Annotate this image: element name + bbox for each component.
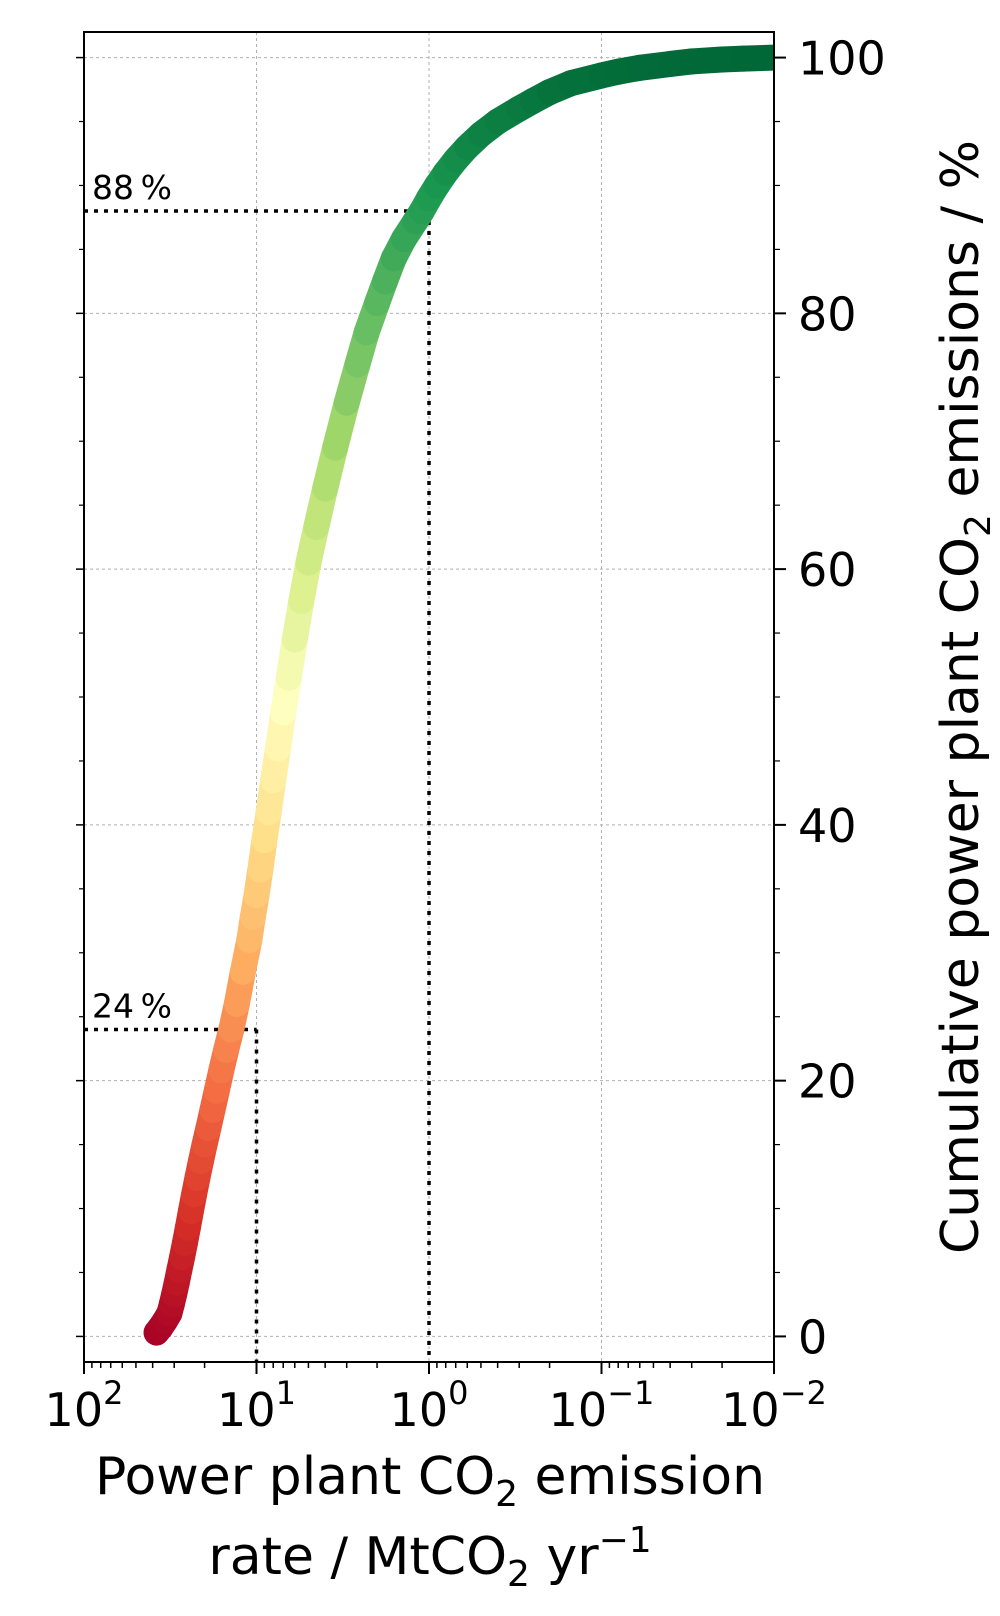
annotation-label: 24 % xyxy=(92,987,172,1026)
annotation-lines xyxy=(84,209,431,1362)
x-tick-label: 101 xyxy=(217,1374,296,1437)
y-tick-label: 100 xyxy=(798,32,886,86)
axis-ticks xyxy=(76,56,786,1374)
annotation-labels: 88 % 24 % xyxy=(92,168,172,1025)
y-tick-label: 60 xyxy=(798,543,857,597)
x-tick-label: 100 xyxy=(390,1374,469,1437)
cumulative-curve xyxy=(143,44,774,1346)
x-axis-title-line1: Power plant CO2 emission xyxy=(95,1447,765,1515)
tick-labels: 102 101 100 10−1 10−2 0 20 40 60 80 100 xyxy=(45,32,886,1437)
curve-segment xyxy=(730,44,774,72)
x-axis-title-line2: rate / MtCO2 yr−1 xyxy=(208,1520,651,1595)
x-tick-label: 10−2 xyxy=(721,1374,827,1437)
y-tick-label: 80 xyxy=(798,287,857,341)
annotation-label: 88 % xyxy=(92,168,172,207)
y-tick-label: 20 xyxy=(798,1055,857,1109)
x-tick-label: 10−1 xyxy=(549,1374,655,1437)
y-tick-label: 0 xyxy=(798,1310,827,1364)
y-tick-label: 40 xyxy=(798,799,857,853)
y-axis-title: Cumulative power plant CO2 emissions / % xyxy=(931,140,999,1254)
x-tick-label: 102 xyxy=(45,1374,124,1437)
